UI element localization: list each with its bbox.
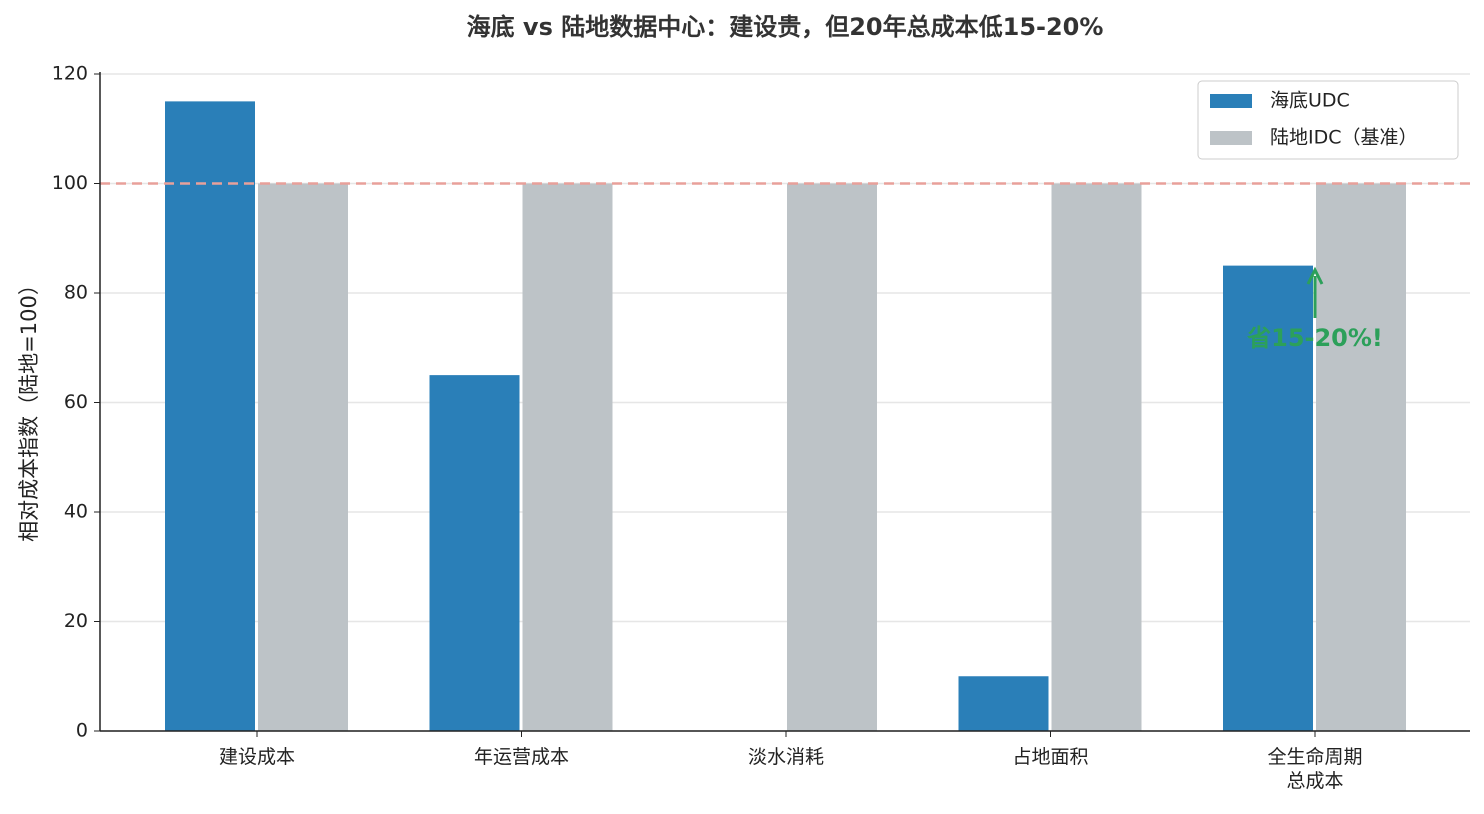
x-tick-label: 年运营成本 bbox=[474, 746, 569, 768]
x-tick-label: 淡水消耗 bbox=[748, 746, 824, 768]
bar bbox=[429, 375, 520, 731]
y-tick-label: 40 bbox=[64, 501, 88, 523]
y-tick-label: 80 bbox=[64, 282, 88, 304]
y-tick-label: 120 bbox=[52, 63, 88, 85]
bar bbox=[258, 183, 348, 731]
legend-label: 陆地IDC（基准） bbox=[1270, 127, 1418, 149]
y-tick-label: 100 bbox=[52, 172, 88, 194]
legend-swatch bbox=[1210, 131, 1252, 145]
y-axis-label: 相对成本指数（陆地=100） bbox=[17, 274, 41, 542]
bar bbox=[1223, 265, 1313, 731]
annotation: 省15-20%! bbox=[1246, 324, 1383, 352]
bar bbox=[958, 676, 1049, 731]
x-tick-label: 全生命周期总成本 bbox=[1267, 746, 1362, 792]
legend-swatch bbox=[1210, 94, 1252, 108]
legend-box bbox=[1197, 80, 1459, 160]
bar bbox=[787, 183, 877, 731]
bar bbox=[1316, 183, 1406, 731]
bar bbox=[1051, 183, 1142, 731]
legend: 海底UDC 陆地IDC（基准） bbox=[1197, 80, 1459, 160]
y-tick-label: 20 bbox=[64, 610, 88, 632]
x-tick-label: 建设成本 bbox=[219, 746, 295, 768]
y-tick-label: 60 bbox=[64, 391, 88, 413]
annotation-arrowhead bbox=[1306, 266, 1324, 285]
y-tick-label: 0 bbox=[76, 720, 88, 742]
bar bbox=[522, 183, 613, 731]
legend-label: 海底UDC bbox=[1270, 90, 1350, 112]
chart-title: 海底 vs 陆地数据中心：建设贵，但20年总成本低15-20% bbox=[467, 13, 1104, 41]
bar bbox=[165, 101, 255, 731]
x-tick-label: 占地面积 bbox=[1012, 746, 1088, 768]
